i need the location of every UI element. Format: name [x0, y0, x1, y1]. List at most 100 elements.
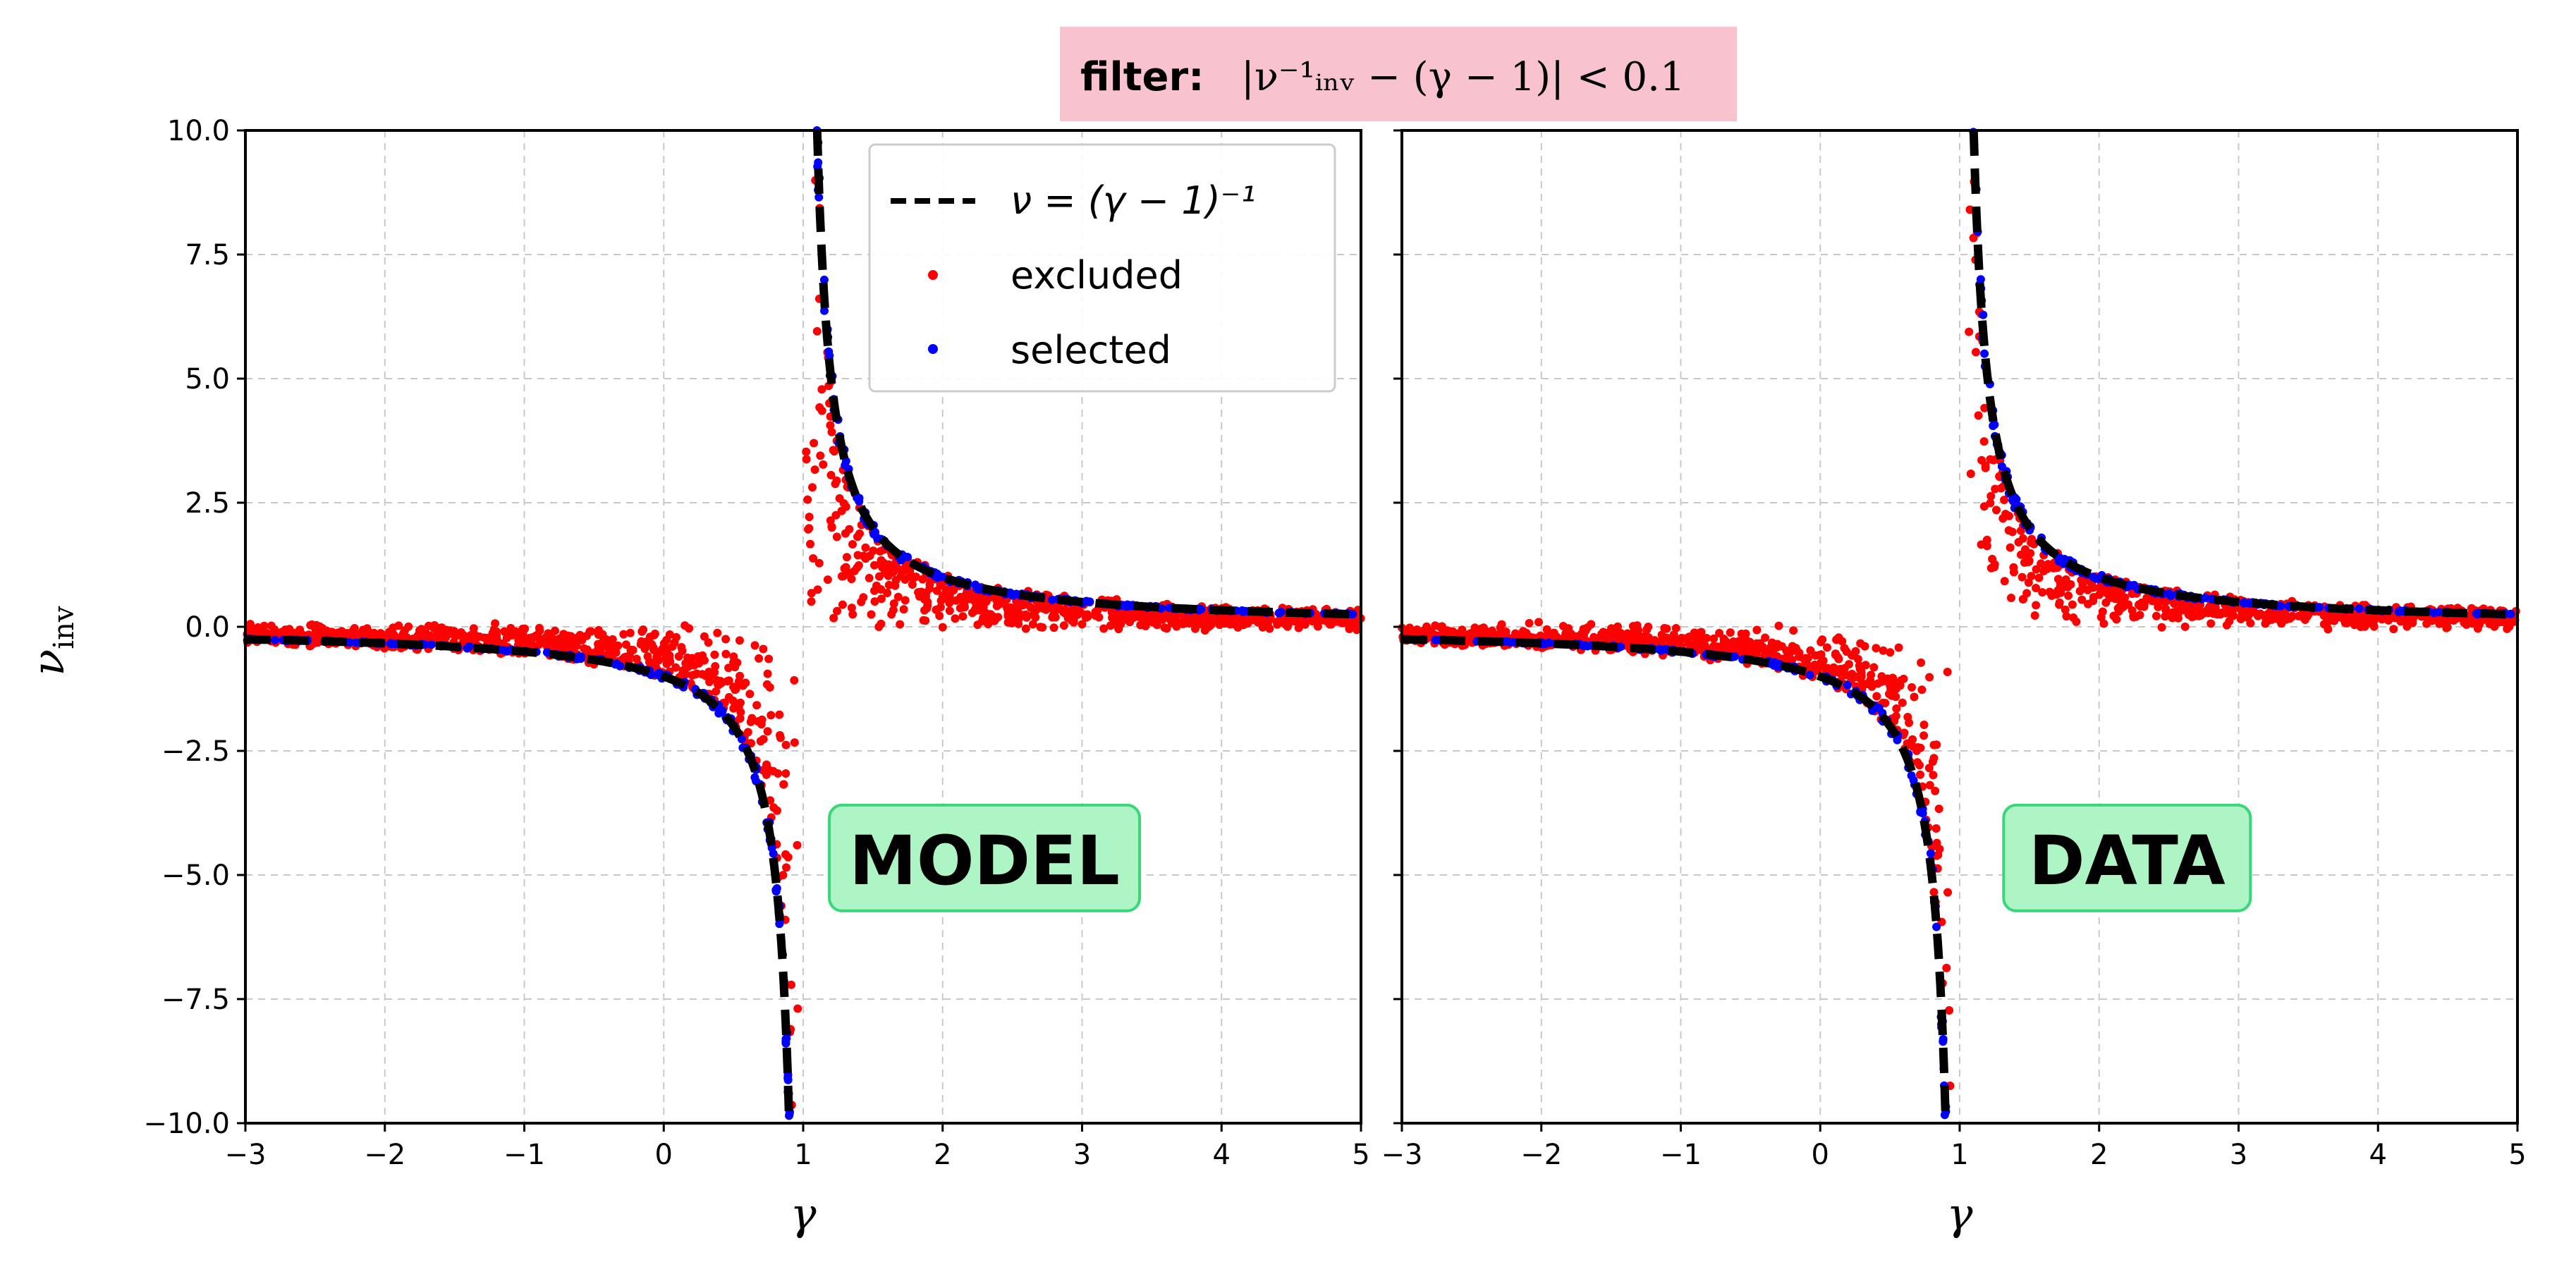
excluded-point	[1943, 668, 1952, 676]
excluded-point	[1061, 605, 1070, 614]
excluded-point	[2436, 619, 2445, 628]
title-prefix: filter:	[1080, 54, 1204, 100]
excluded-point	[1924, 764, 1934, 773]
excluded-point	[1542, 625, 1551, 634]
selected-point	[781, 1034, 790, 1044]
x-tick-label: 3	[2230, 1139, 2247, 1171]
excluded-point	[469, 631, 478, 640]
excluded-point	[270, 625, 279, 634]
excluded-point	[1943, 888, 1953, 897]
excluded-point	[877, 556, 886, 565]
excluded-point	[680, 668, 689, 678]
selected-point	[465, 642, 474, 651]
excluded-point	[2137, 601, 2147, 611]
excluded-point	[2017, 550, 2025, 559]
excluded-point	[826, 470, 836, 479]
excluded-point	[1028, 620, 1037, 629]
excluded-point	[810, 439, 819, 448]
excluded-point	[1313, 622, 1322, 631]
selected-point	[1926, 849, 1935, 858]
excluded-point	[832, 532, 841, 541]
excluded-point	[1353, 625, 1361, 635]
excluded-point	[1794, 652, 1803, 661]
excluded-point	[847, 604, 856, 613]
figure-title: filter: |ν⁻¹ᵢₙᵥ − (γ − 1)| < 0.1	[1060, 27, 1737, 121]
excluded-point	[2098, 607, 2107, 616]
excluded-point	[827, 427, 836, 436]
excluded-point	[936, 603, 945, 612]
y-ticks	[1393, 129, 1402, 1125]
excluded-point	[1078, 620, 1087, 629]
x-tick-label: 1	[794, 1139, 812, 1171]
excluded-point	[1925, 781, 1934, 790]
excluded-point	[2369, 622, 2379, 631]
excluded-point	[1251, 615, 1260, 624]
y-tick-label: −7.5	[161, 984, 230, 1016]
excluded-point	[1677, 633, 1686, 642]
excluded-point	[2352, 614, 2361, 623]
panel-tag-data: DATA	[2002, 803, 2252, 912]
excluded-point	[1982, 535, 1991, 544]
excluded-point	[1684, 635, 1692, 644]
excluded-point	[735, 671, 745, 680]
selected-point	[855, 494, 864, 503]
excluded-point	[2360, 622, 2369, 631]
excluded-point	[1726, 628, 1735, 637]
excluded-point	[704, 638, 713, 647]
legend-background	[868, 143, 1336, 393]
excluded-point	[1913, 758, 1922, 767]
excluded-point	[958, 612, 967, 621]
excluded-point	[839, 571, 848, 580]
panel-data: −3 −2 −1 0 1 2 3 4 5 γ DATA	[1381, 128, 2527, 1240]
selected-point	[1932, 922, 1941, 931]
excluded-point	[2000, 496, 2009, 504]
excluded-point	[1932, 740, 1941, 749]
selected-point	[1939, 1034, 1948, 1044]
excluded-point	[1929, 888, 1939, 897]
excluded-point	[1890, 678, 1899, 687]
excluded-point	[2064, 591, 2073, 600]
excluded-point	[1990, 563, 1999, 572]
excluded-point	[2285, 614, 2295, 623]
excluded-point	[1632, 621, 1642, 630]
excluded-point	[713, 628, 722, 637]
excluded-point	[1116, 615, 1125, 624]
excluded-point	[721, 649, 731, 659]
excluded-point	[767, 711, 776, 720]
excluded-point	[697, 670, 707, 679]
excluded-point	[1931, 824, 1941, 833]
excluded-point	[2024, 578, 2033, 587]
excluded-point	[542, 633, 550, 642]
excluded-point	[680, 621, 690, 630]
excluded-point	[2097, 585, 2106, 594]
excluded-point	[802, 447, 811, 456]
excluded-point	[2206, 619, 2216, 628]
excluded-point	[899, 605, 908, 614]
excluded-point	[668, 642, 677, 651]
excluded-point	[1986, 491, 1996, 501]
curve-branch-right	[1969, 130, 2517, 619]
excluded-point	[2236, 615, 2245, 624]
excluded-point	[2089, 596, 2098, 606]
excluded-point	[945, 596, 953, 605]
excluded-point	[2109, 611, 2118, 620]
x-tick-label: −3	[1381, 1139, 1423, 1171]
excluded-point	[711, 662, 720, 671]
excluded-point	[1848, 651, 1857, 660]
selected-point	[616, 661, 625, 671]
excluded-point	[2183, 605, 2192, 614]
excluded-point	[891, 576, 901, 585]
excluded-point	[870, 561, 879, 570]
excluded-point	[2043, 564, 2052, 573]
excluded-point	[923, 597, 932, 606]
excluded-point	[1860, 642, 1869, 651]
excluded-point	[459, 637, 468, 645]
excluded-point	[1695, 630, 1704, 639]
legend-label-curve: ν = (γ − 1)⁻¹	[1011, 178, 1256, 223]
selected-point	[772, 884, 781, 893]
title-background	[1060, 27, 1737, 121]
excluded-point	[1479, 623, 1488, 632]
excluded-point	[807, 597, 816, 606]
excluded-point	[724, 663, 733, 673]
